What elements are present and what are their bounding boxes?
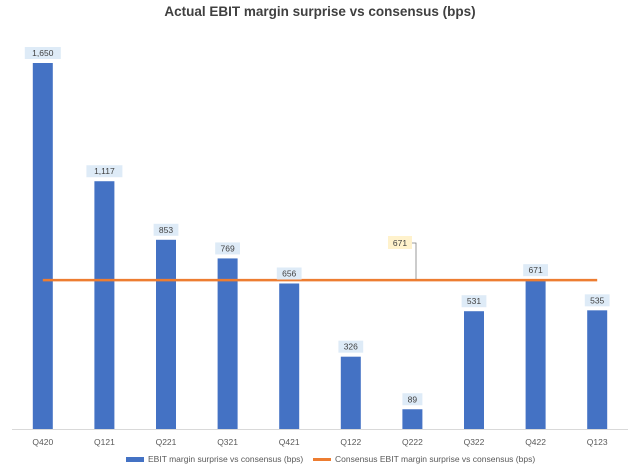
data-label-Q123: 535: [590, 295, 604, 305]
data-label-Q421: 656: [282, 268, 296, 278]
data-labels-layer: 1,650 1,117 853 769 656 326 89 531 671 535: [24, 47, 610, 406]
data-label-Q222: 89: [408, 394, 418, 404]
bar-Q421: [279, 283, 300, 429]
data-label-Q122: 326: [344, 342, 358, 352]
legend-item-line: Consensus EBIT margin surprise vs consen…: [313, 454, 535, 464]
data-label-box-Q422: [523, 264, 548, 277]
data-label-box-Q421: [276, 267, 302, 280]
legend-item-bars: EBIT margin surprise vs consensus (bps): [126, 454, 303, 464]
bar-Q222: [402, 409, 423, 429]
x-tick-Q322: Q322: [464, 437, 485, 447]
data-label-Q221: 853: [159, 225, 173, 235]
data-label-box-Q221: [153, 223, 179, 236]
data-label-box-Q420: [24, 47, 61, 59]
x-tick-Q421: Q421: [279, 437, 300, 447]
bar-Q221: [156, 239, 176, 429]
bar-Q322: [464, 311, 484, 429]
x-tick-Q420: Q420: [32, 437, 53, 447]
legend-label-line: Consensus EBIT margin surprise vs consen…: [335, 454, 536, 464]
bar-Q422: [525, 280, 546, 429]
chart-title: Actual EBIT margin surprise vs consensus…: [164, 4, 476, 19]
x-tick-Q122: Q122: [340, 437, 361, 447]
data-label-Q321: 769: [221, 243, 235, 253]
data-label-box-Q121: [86, 165, 123, 178]
data-label-Q322: 531: [467, 296, 481, 306]
data-label-Q420: 1,650: [32, 48, 54, 58]
data-label-box-Q322: [461, 295, 487, 308]
consensus-line-layer: 671: [42, 236, 598, 282]
consensus-label-leader: [412, 242, 417, 280]
x-tick-Q422: Q422: [525, 437, 546, 447]
data-label-box-Q222: [402, 393, 423, 406]
legend-swatch-bar: [126, 456, 144, 462]
x-tick-Q121: Q121: [94, 437, 115, 447]
data-label-Q121: 1,117: [94, 166, 115, 176]
x-tick-Q321: Q321: [217, 437, 238, 447]
bar-Q123: [587, 310, 608, 429]
legend-swatch-line: [313, 457, 331, 461]
consensus-label: 671: [393, 238, 407, 248]
bar-Q321: [217, 258, 238, 429]
bar-Q121: [94, 181, 115, 429]
data-label-box-Q321: [215, 242, 240, 255]
bars-layer: [32, 63, 608, 429]
x-tick-Q222: Q222: [402, 437, 423, 447]
bar-Q420: [32, 63, 53, 429]
data-label-Q422: 671: [529, 265, 543, 275]
data-label-box-Q122: [338, 340, 364, 353]
bar-Q122: [340, 356, 361, 429]
x-tick-Q221: Q221: [156, 437, 177, 447]
consensus-label-box: [388, 236, 412, 249]
data-label-box-Q123: [584, 294, 610, 307]
legend-label-bars: EBIT margin surprise vs consensus (bps): [148, 454, 304, 464]
legend: EBIT margin surprise vs consensus (bps) …: [0, 454, 640, 470]
x-axis: Q420 Q121 Q221 Q321 Q421 Q122 Q222 Q322 Q422 Q123: [12, 429, 628, 447]
x-tick-Q123: Q123: [587, 437, 608, 447]
